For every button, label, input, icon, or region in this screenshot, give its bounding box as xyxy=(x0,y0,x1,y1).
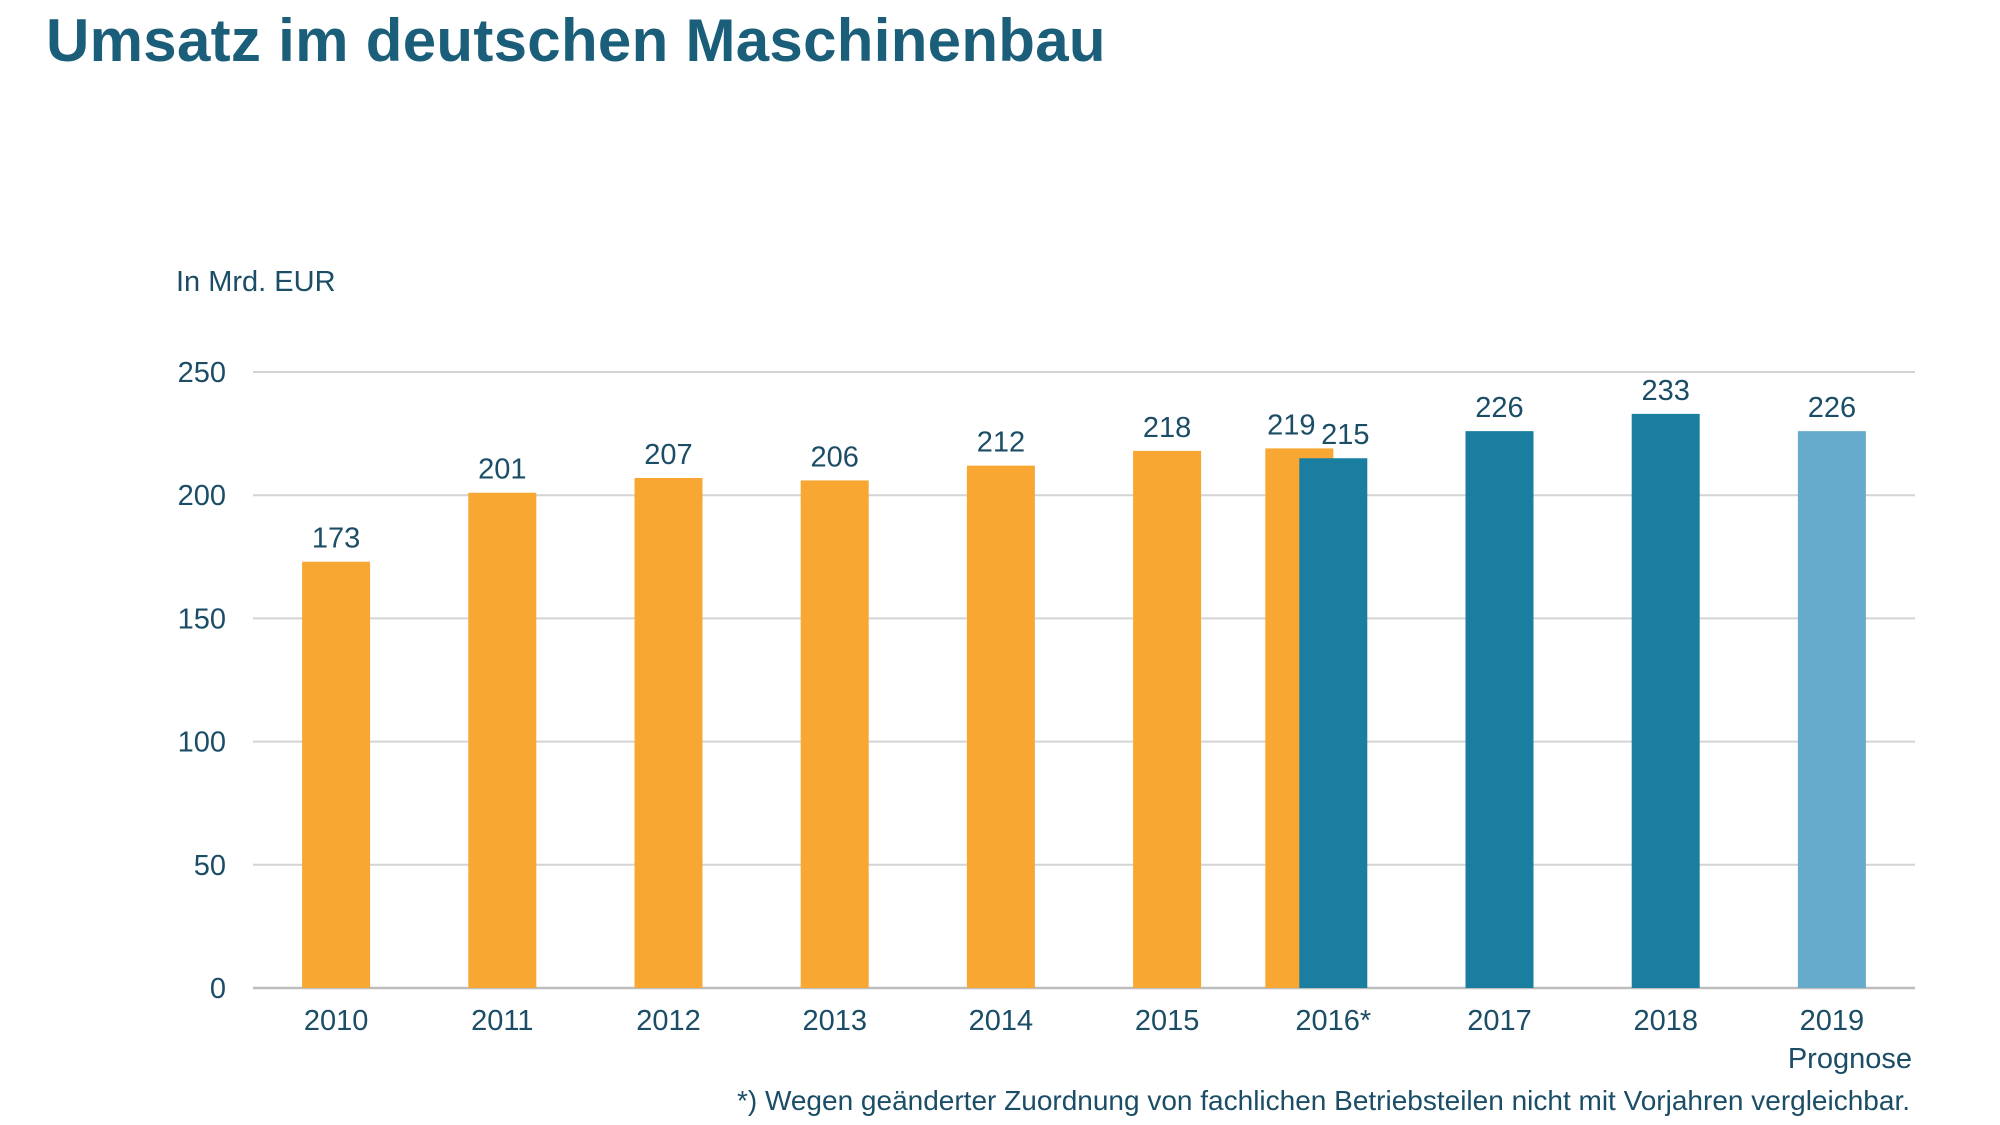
data-label: 218 xyxy=(1143,412,1191,444)
bar-2018 xyxy=(1631,413,1700,988)
x-tick-label: 2012 xyxy=(636,1005,701,1037)
x-axis-labels: 2010 2011 2012 2013 2014 2015 2016* 2017 2018 201… xyxy=(304,1005,1912,1075)
y-axis-ticks: 0 50 100 150 200 250 xyxy=(178,357,226,1005)
x-tick-label: 2013 xyxy=(802,1005,867,1037)
y-tick-label: 0 xyxy=(210,973,226,1005)
bar-2019 xyxy=(1797,431,1866,988)
x-tick-label: 2015 xyxy=(1135,1005,1200,1037)
unit-label: In Mrd. EUR xyxy=(176,266,336,298)
bar-2012 xyxy=(634,477,703,988)
data-label: 212 xyxy=(977,427,1025,459)
data-label: 207 xyxy=(644,439,692,471)
data-label: 219 xyxy=(1267,409,1315,441)
x-tick-sublabel: Prognose xyxy=(1788,1043,1912,1075)
x-tick-label: 2017 xyxy=(1467,1005,1532,1037)
bar-2013 xyxy=(800,480,869,988)
footnote: *) Wegen geänderter Zuordnung von fachli… xyxy=(737,1085,1910,1116)
chart-title: Umsatz im deutschen Maschinenbau xyxy=(46,7,1106,74)
data-label: 173 xyxy=(312,523,360,555)
y-tick-label: 150 xyxy=(178,603,226,635)
data-label: 215 xyxy=(1321,419,1369,451)
data-label: 206 xyxy=(811,441,859,473)
data-labels: 173 201 207 206 212 218 219 215 226 233 226 xyxy=(312,375,1856,555)
bar-2015 xyxy=(1133,450,1202,988)
x-tick-label: 2014 xyxy=(969,1005,1034,1037)
x-tick-label: 2011 xyxy=(471,1005,533,1037)
bar-2010 xyxy=(302,561,371,988)
bars xyxy=(302,413,1866,989)
y-tick-label: 250 xyxy=(178,357,226,389)
bar-2014 xyxy=(966,465,1035,989)
y-tick-label: 200 xyxy=(178,480,226,512)
x-tick-label: 2019 xyxy=(1800,1005,1865,1037)
x-tick-label: 2010 xyxy=(304,1005,369,1037)
bar-2016*-new xyxy=(1299,458,1368,988)
data-label: 201 xyxy=(478,454,526,486)
y-tick-label: 100 xyxy=(178,727,226,759)
data-label: 233 xyxy=(1642,375,1690,407)
x-tick-label: 2018 xyxy=(1633,1005,1698,1037)
x-tick-label: 2016* xyxy=(1295,1005,1371,1037)
data-label: 226 xyxy=(1475,392,1523,424)
y-tick-label: 50 xyxy=(194,850,226,882)
data-label: 226 xyxy=(1808,392,1856,424)
bar-2017 xyxy=(1465,431,1534,988)
bar-2011 xyxy=(468,492,537,988)
